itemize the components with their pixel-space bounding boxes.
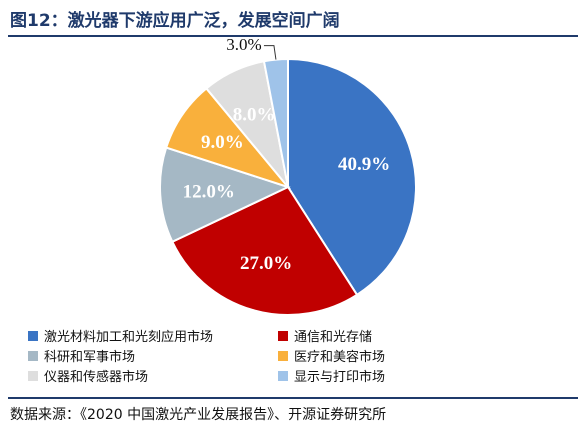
legend-label: 显示与打印市场 (294, 370, 386, 385)
figure-source: 数据来源：《2020 中国激光产业发展报告》、开源证券研究所 (10, 407, 387, 423)
legend-label: 激光材料加工和光刻应用市场 (44, 330, 214, 345)
legend-item: 通信和光存储 (278, 326, 372, 345)
legend-item: 医疗和美容市场 (278, 346, 385, 365)
title-rule (8, 35, 578, 37)
legend-item: 仪器和传感器市场 (28, 366, 148, 385)
figure-title: 图12：激光器下游应用广泛，发展空间广阔 (10, 11, 340, 31)
legend-label: 仪器和传感器市场 (44, 370, 149, 385)
pie-slice (170, 185, 359, 316)
legend-swatch (28, 330, 38, 341)
legend-item: 显示与打印市场 (278, 366, 385, 385)
legend-swatch (278, 350, 288, 361)
pie-slice (159, 146, 291, 244)
legend-swatch (278, 330, 288, 341)
slice-value-label: 3.0% (226, 35, 261, 54)
legend-item: 激光材料加工和光刻应用市场 (28, 326, 213, 345)
legend-label: 科研和军事市场 (44, 350, 136, 365)
slice-value-label: 27.0% (240, 253, 292, 274)
source-rule (8, 397, 578, 399)
legend-swatch (28, 350, 38, 361)
slice-value-label: 9.0% (201, 132, 244, 153)
slice-value-label: 40.9% (338, 154, 390, 175)
slice-value-label: 8.0% (233, 105, 276, 126)
slice-value-label: 12.0% (183, 182, 235, 203)
legend-label: 医疗和美容市场 (294, 350, 386, 365)
legend-swatch (278, 370, 288, 381)
legend-label: 通信和光存储 (294, 330, 373, 345)
leader-line (263, 45, 277, 60)
legend-swatch (28, 370, 38, 381)
legend-item: 科研和军事市场 (28, 346, 135, 365)
